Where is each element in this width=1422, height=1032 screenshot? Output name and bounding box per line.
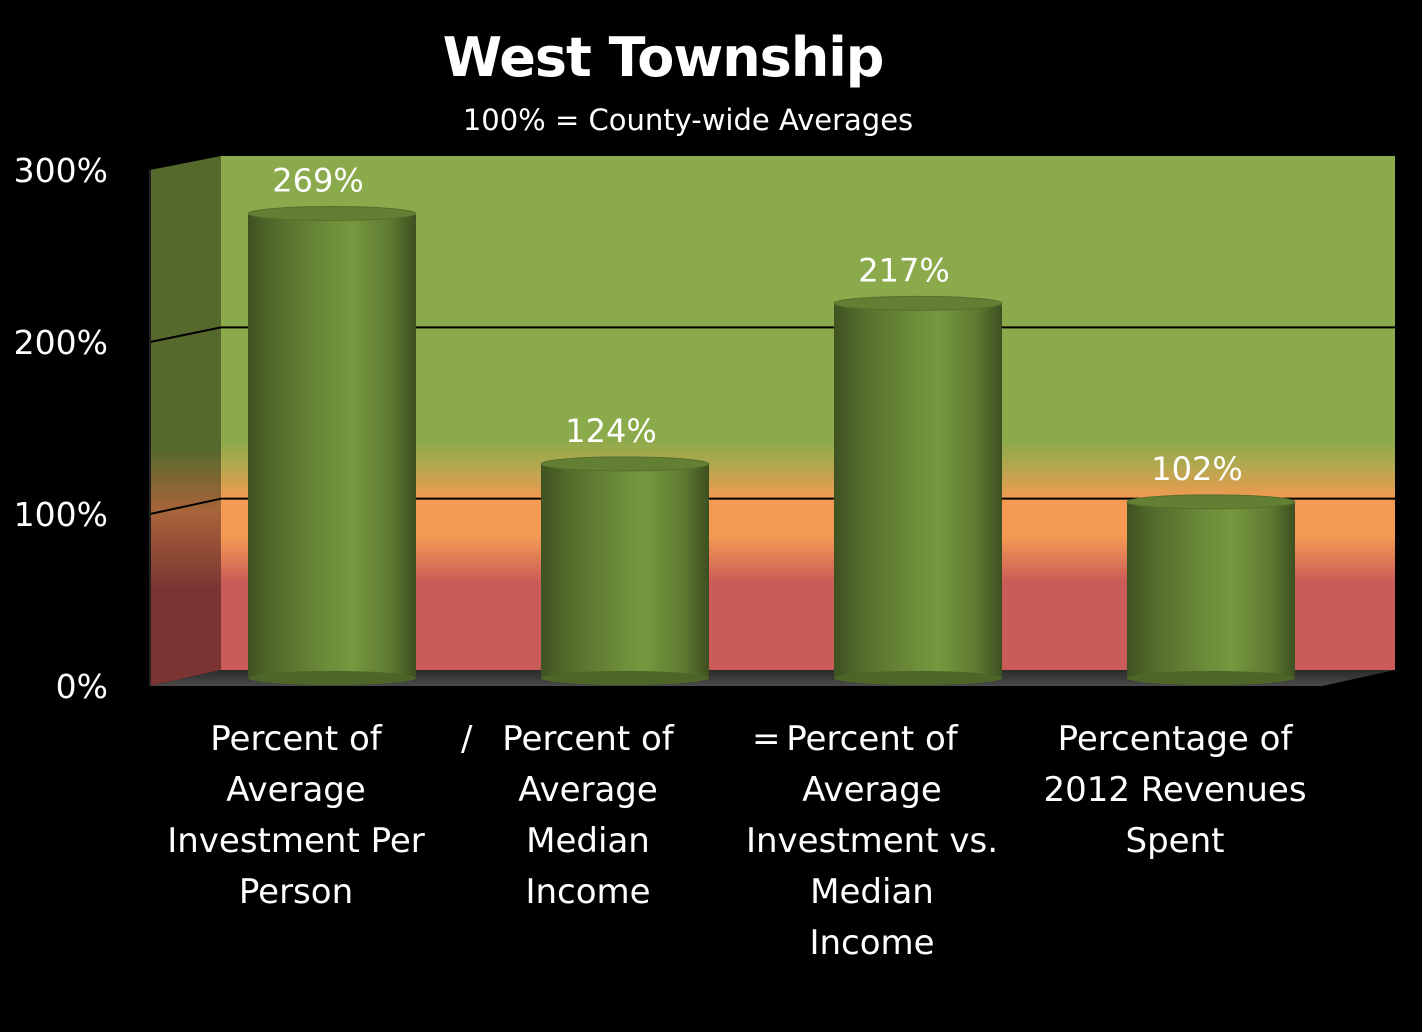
- operator-label: =: [752, 719, 781, 759]
- bar-top: [1126, 494, 1296, 510]
- y-tick-label: 0%: [56, 667, 108, 706]
- x-category-label: Percent of Average Median Income: [502, 719, 674, 912]
- chart-title: West Township: [442, 26, 885, 89]
- bar-top: [833, 295, 1003, 311]
- bar-base: [541, 671, 709, 685]
- bar-top: [540, 456, 710, 472]
- bar-base: [248, 671, 416, 685]
- bar: [541, 463, 709, 678]
- bar: [834, 303, 1002, 678]
- bar-base: [834, 671, 1002, 685]
- data-label: 269%: [272, 162, 363, 200]
- gridline-side: [149, 497, 222, 515]
- side-wall: [150, 156, 221, 686]
- chart-subtitle: 100% = County-wide Averages: [462, 103, 914, 137]
- gridline-side: [149, 326, 222, 343]
- bar: [248, 213, 416, 678]
- bar-top: [247, 206, 417, 222]
- data-label: 124%: [565, 412, 656, 450]
- operator-label: /: [461, 719, 473, 759]
- data-label: 217%: [858, 251, 949, 289]
- x-category-label: Percent of Average Investment Per Person: [167, 719, 425, 912]
- x-category-label: Percent of Average Investment vs. Median…: [745, 719, 999, 963]
- bar-base: [1127, 671, 1295, 685]
- y-tick-label: 100%: [14, 495, 108, 534]
- x-category-label: Percentage of 2012 Revenues Spent: [1043, 719, 1307, 861]
- y-tick-label: 300%: [14, 151, 108, 190]
- data-label: 102%: [1151, 450, 1242, 488]
- y-tick-label: 200%: [14, 323, 108, 362]
- bar: [1127, 501, 1295, 678]
- floor: [150, 670, 1395, 686]
